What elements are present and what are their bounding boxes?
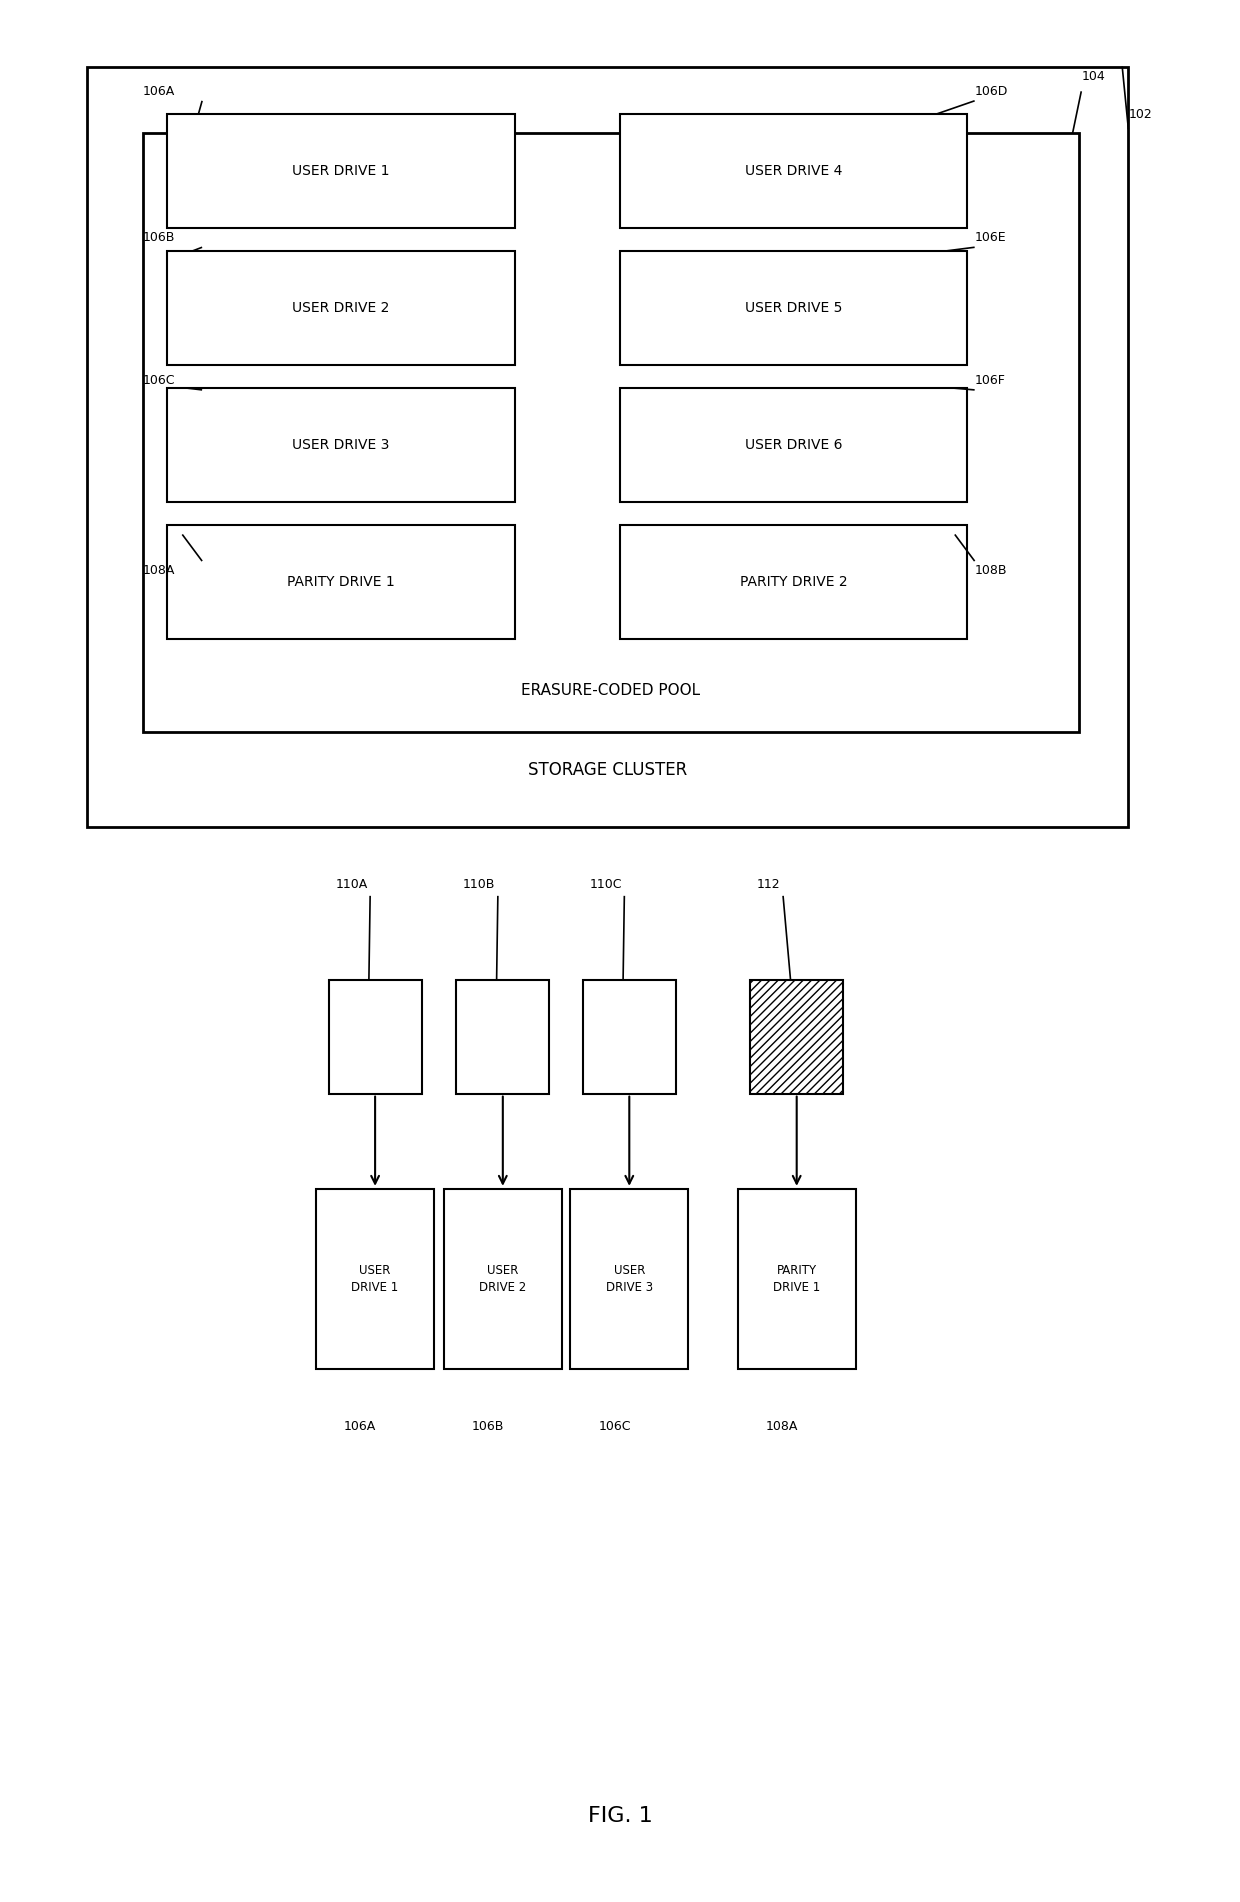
Bar [329,980,422,1094]
Text: USER DRIVE 3: USER DRIVE 3 [293,437,389,453]
Bar [620,388,967,502]
Text: FIG. 1: FIG. 1 [588,1807,652,1826]
Text: USER DRIVE 6: USER DRIVE 6 [745,437,842,453]
Bar [456,980,549,1094]
Text: USER
DRIVE 2: USER DRIVE 2 [479,1265,527,1293]
Text: PARITY
DRIVE 1: PARITY DRIVE 1 [773,1265,821,1293]
Text: 104: 104 [1081,70,1105,82]
Text: USER DRIVE 5: USER DRIVE 5 [745,301,842,316]
Text: USER DRIVE 2: USER DRIVE 2 [293,301,389,316]
Text: 108A: 108A [765,1421,799,1432]
Bar [738,1189,856,1369]
Bar [316,1189,434,1369]
Text: 106C: 106C [599,1421,631,1432]
Text: 106A: 106A [143,86,175,97]
Bar [167,388,515,502]
Text: USER
DRIVE 3: USER DRIVE 3 [605,1265,653,1293]
Text: ERASURE-CODED POOL: ERASURE-CODED POOL [521,683,701,698]
Bar [167,114,515,228]
Text: 106D: 106D [975,86,1008,97]
Bar [620,525,967,639]
Text: STORAGE CLUSTER: STORAGE CLUSTER [528,761,687,780]
Text: 106F: 106F [975,375,1006,386]
Text: 106B: 106B [143,232,175,243]
Bar [444,1189,562,1369]
Text: 108B: 108B [975,565,1007,576]
Text: 106C: 106C [143,375,175,386]
Text: USER DRIVE 1: USER DRIVE 1 [293,164,389,179]
Bar [620,251,967,365]
Bar [167,525,515,639]
Text: 110B: 110B [463,879,496,890]
Text: USER DRIVE 4: USER DRIVE 4 [745,164,842,179]
Text: PARITY DRIVE 1: PARITY DRIVE 1 [288,574,394,590]
Bar [167,251,515,365]
Bar [620,114,967,228]
Bar [750,980,843,1094]
Text: 102: 102 [1128,108,1152,120]
Bar [143,133,1079,732]
Bar [87,67,1128,827]
Bar [583,980,676,1094]
Bar [570,1189,688,1369]
Text: 108A: 108A [143,565,175,576]
Text: 110C: 110C [589,879,622,890]
Text: USER
DRIVE 1: USER DRIVE 1 [351,1265,399,1293]
Text: 106E: 106E [975,232,1007,243]
Text: 106B: 106B [471,1421,505,1432]
Text: 106A: 106A [343,1421,377,1432]
Text: PARITY DRIVE 2: PARITY DRIVE 2 [740,574,847,590]
Text: 110A: 110A [335,879,368,890]
Text: 112: 112 [756,879,781,890]
